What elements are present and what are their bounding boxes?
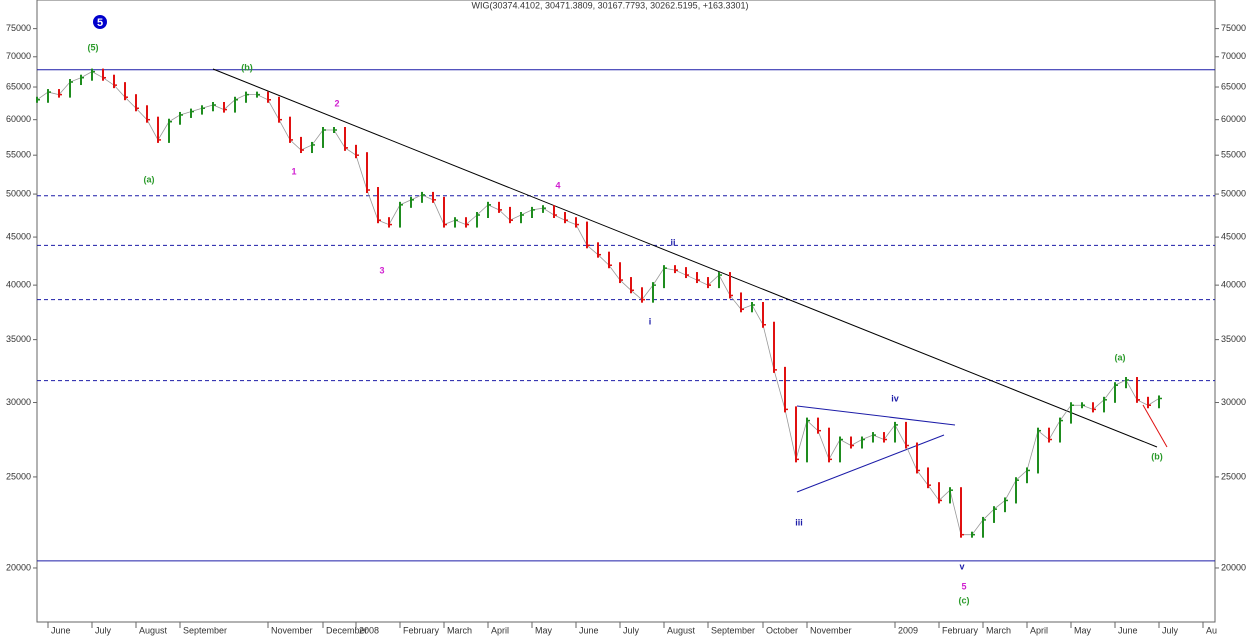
y-tick-label-right: 65000 bbox=[1221, 81, 1246, 91]
x-tick-label: February bbox=[403, 625, 440, 635]
y-tick-label-right: 35000 bbox=[1221, 334, 1246, 344]
x-tick-label: February bbox=[942, 625, 979, 635]
x-tick-label: 2008 bbox=[359, 625, 379, 635]
y-tick-label-right: 55000 bbox=[1221, 150, 1246, 160]
plot-frame bbox=[36, 0, 1216, 623]
x-tick-label: September bbox=[183, 625, 227, 635]
wave-label: (a) bbox=[144, 174, 155, 184]
y-tick-label-right: 70000 bbox=[1221, 51, 1246, 61]
wave-label: (c) bbox=[959, 595, 970, 605]
wave-label: (a) bbox=[1115, 352, 1126, 362]
x-tick-label: August bbox=[139, 625, 168, 635]
triangle-upper bbox=[796, 405, 956, 426]
wave-label: 5 bbox=[97, 17, 103, 29]
y-tick-label: 20000 bbox=[6, 562, 31, 572]
wave-label: 2 bbox=[334, 98, 339, 108]
x-tick-label: March bbox=[986, 625, 1011, 635]
y-tick-label-right: 75000 bbox=[1221, 23, 1246, 33]
x-tick-label: June bbox=[1118, 625, 1138, 635]
y-tick-label-right: 30000 bbox=[1221, 397, 1246, 407]
x-tick-label: November bbox=[271, 625, 313, 635]
trendline bbox=[212, 68, 1158, 448]
wave-label: 5 bbox=[961, 581, 966, 591]
wave-label: 3 bbox=[379, 265, 384, 275]
y-tick-label: 60000 bbox=[6, 114, 31, 124]
chart-title: WIG(30374.4102, 30471.3809, 30167.7793, … bbox=[472, 0, 749, 10]
y-tick-label: 75000 bbox=[6, 23, 31, 33]
x-tick-label: July bbox=[1162, 625, 1179, 635]
y-tick-label: 25000 bbox=[6, 471, 31, 481]
projection-line bbox=[1142, 404, 1168, 448]
x-tick-label: July bbox=[95, 625, 112, 635]
wave-label: iv bbox=[891, 393, 899, 403]
x-tick-label: December bbox=[326, 625, 368, 635]
wave-label: iii bbox=[795, 517, 803, 527]
x-tick-label: August bbox=[667, 625, 696, 635]
x-tick-label: June bbox=[579, 625, 599, 635]
y-tick-label-right: 60000 bbox=[1221, 114, 1246, 124]
y-tick-label: 65000 bbox=[6, 81, 31, 91]
y-tick-label: 55000 bbox=[6, 150, 31, 160]
x-tick-label: May bbox=[535, 625, 553, 635]
price-line bbox=[36, 71, 1160, 536]
y-tick-label-right: 25000 bbox=[1221, 471, 1246, 481]
x-tick-label: 2009 bbox=[898, 625, 918, 635]
x-tick-label: September bbox=[711, 625, 755, 635]
y-tick-label: 30000 bbox=[6, 397, 31, 407]
wave-label: (b) bbox=[241, 62, 253, 72]
y-tick-label-right: 40000 bbox=[1221, 280, 1246, 290]
wave-label: 1 bbox=[291, 166, 296, 176]
wave-label: 4 bbox=[555, 180, 560, 190]
x-tick-label: July bbox=[623, 625, 640, 635]
x-tick-label: Au bbox=[1206, 625, 1217, 635]
y-tick-label: 40000 bbox=[6, 280, 31, 290]
levels bbox=[37, 69, 1215, 562]
wave-label: ii bbox=[670, 237, 675, 247]
x-tick-label: June bbox=[51, 625, 71, 635]
wave-label: i bbox=[649, 316, 652, 326]
y-tick-label: 45000 bbox=[6, 231, 31, 241]
y-tick-label-right: 45000 bbox=[1221, 231, 1246, 241]
x-tick-label: October bbox=[766, 625, 798, 635]
wave-label: (b) bbox=[1151, 451, 1163, 461]
y-tick-label: 70000 bbox=[6, 51, 31, 61]
x-tick-label: April bbox=[1030, 625, 1048, 635]
y-tick-label-right: 50000 bbox=[1221, 188, 1246, 198]
triangle-lower bbox=[796, 434, 945, 493]
wave-label: v bbox=[959, 561, 964, 571]
x-tick-label: May bbox=[1074, 625, 1092, 635]
y-tick-label: 35000 bbox=[6, 334, 31, 344]
x-tick-label: March bbox=[447, 625, 472, 635]
x-tick-label: November bbox=[810, 625, 852, 635]
wave-label: (5) bbox=[88, 42, 99, 52]
x-tick-label: April bbox=[491, 625, 509, 635]
wave-circle bbox=[93, 15, 107, 29]
y-tick-label-right: 20000 bbox=[1221, 562, 1246, 572]
y-tick-label: 50000 bbox=[6, 188, 31, 198]
